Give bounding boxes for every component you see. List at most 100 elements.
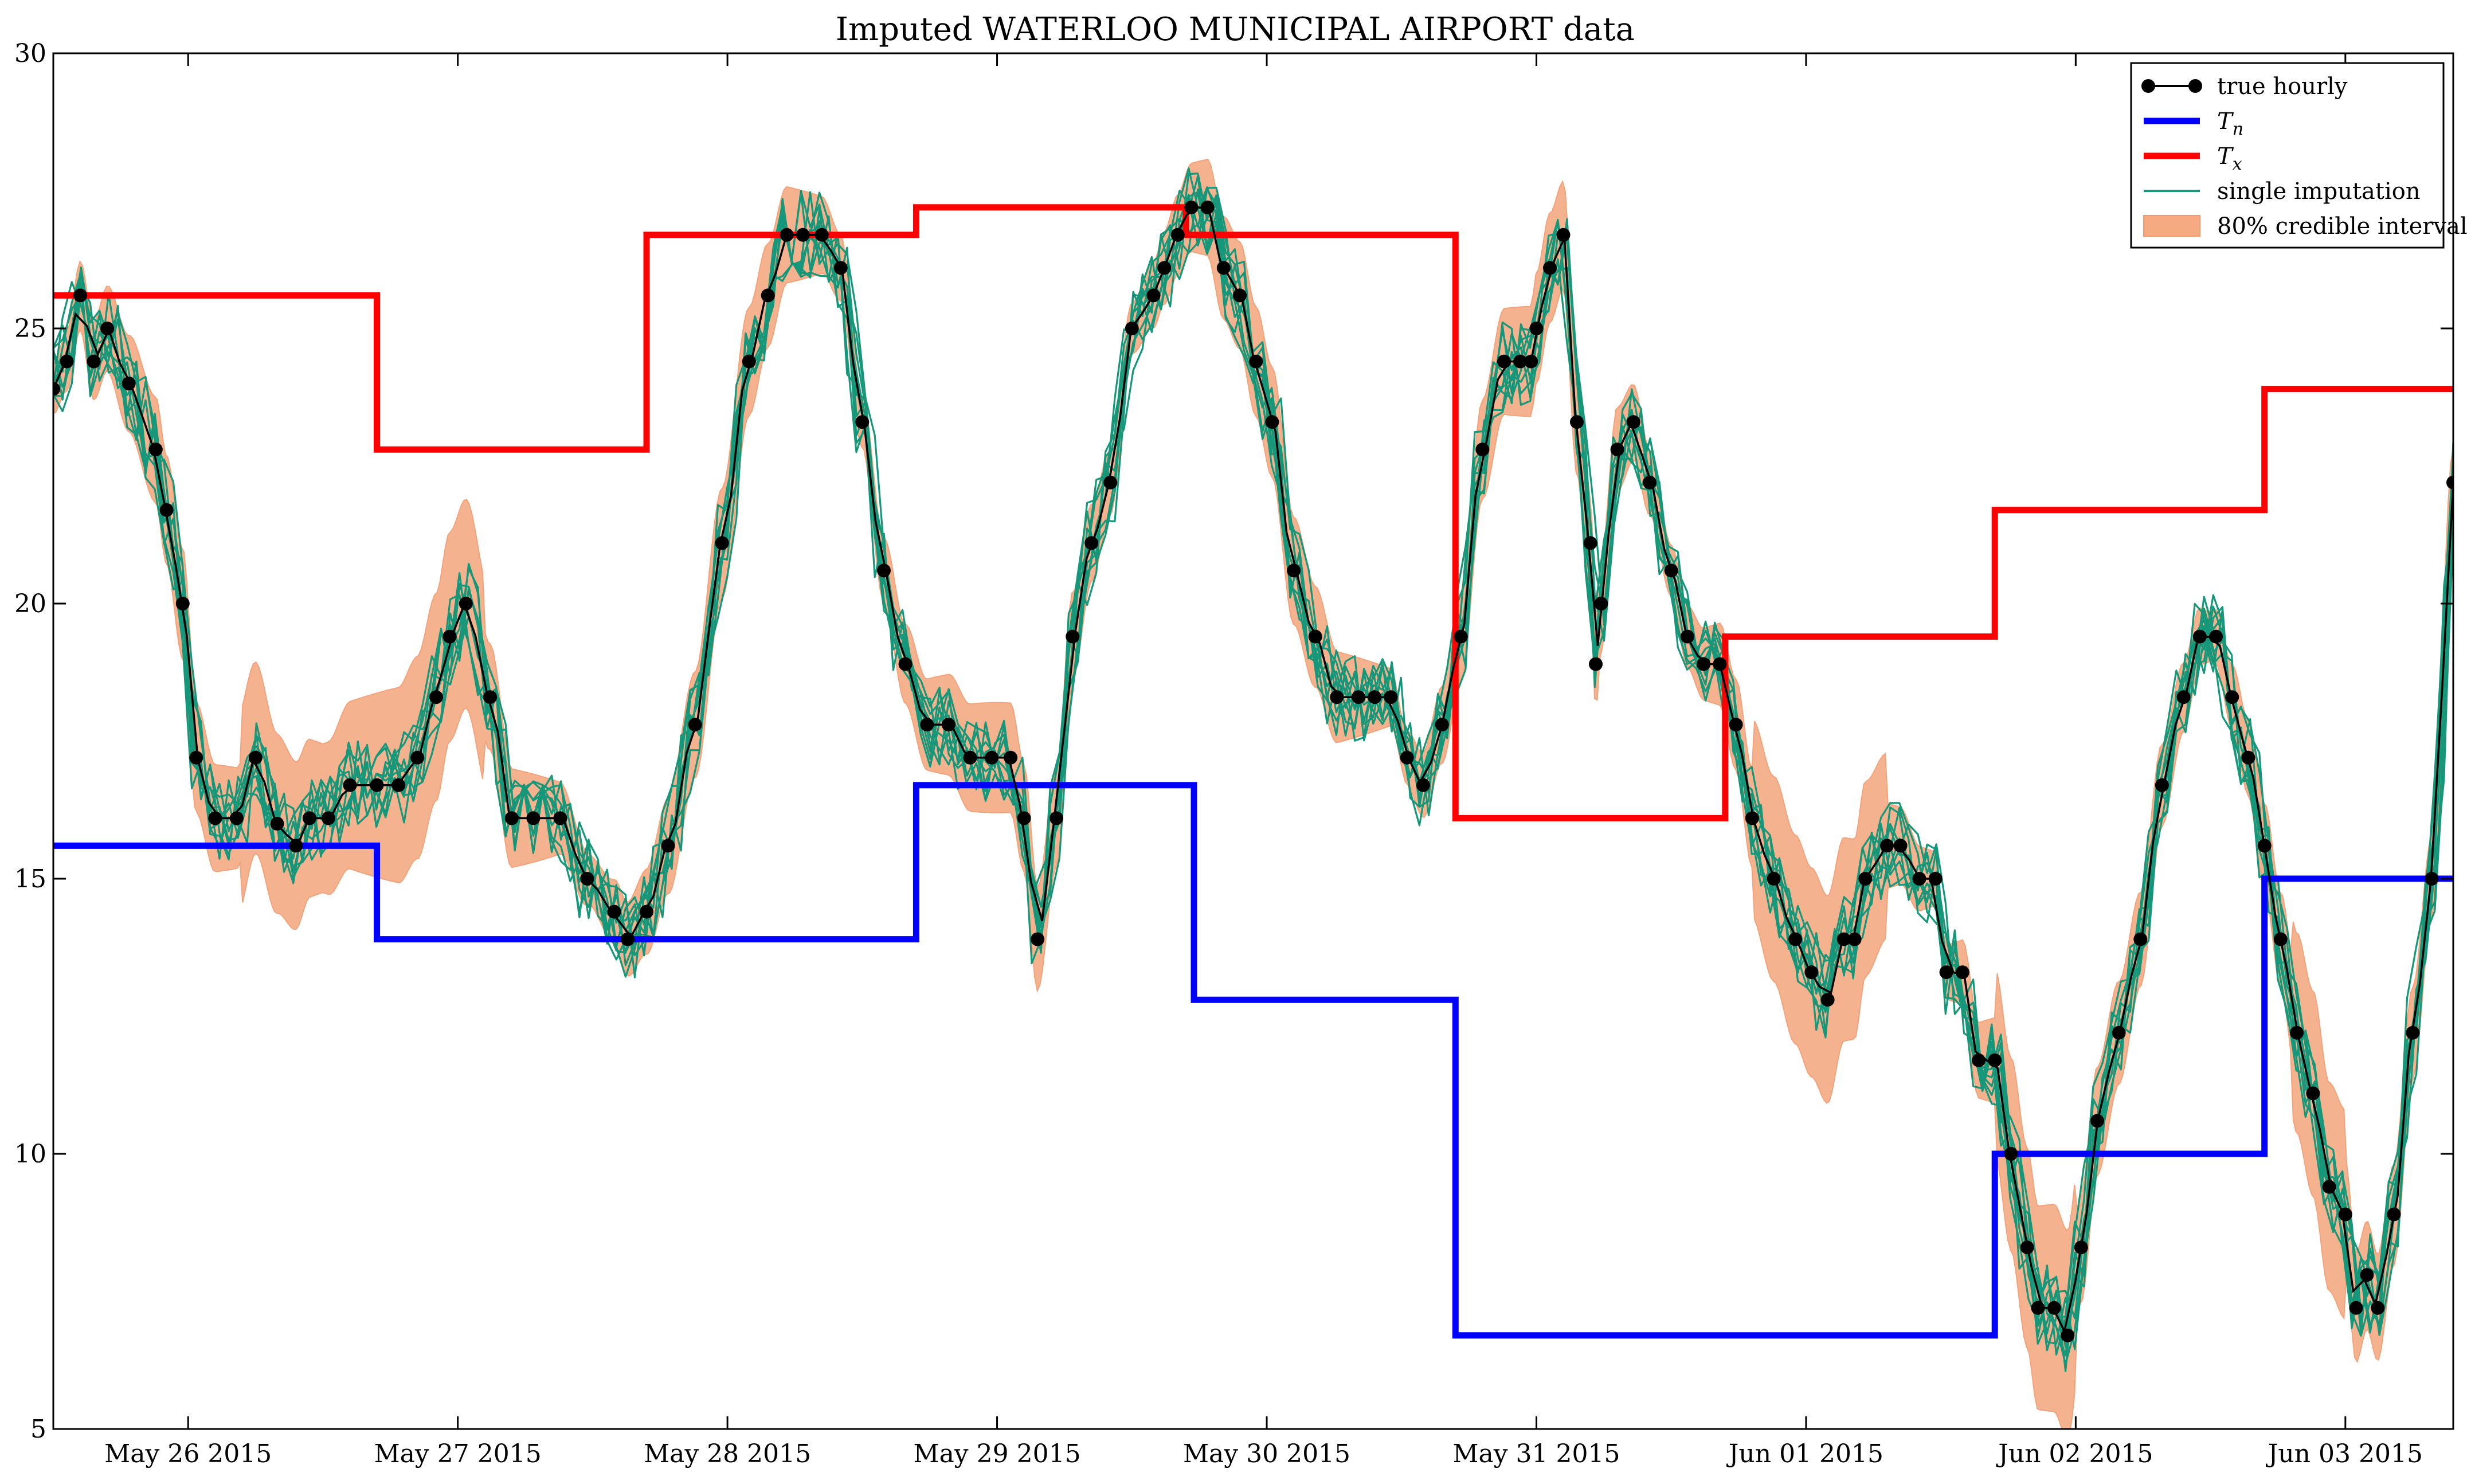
- y-tick-label: 30: [14, 39, 46, 68]
- true-hourly-point: [2090, 1114, 2104, 1128]
- true-hourly-point: [1680, 629, 1694, 644]
- true-hourly-point: [321, 811, 335, 825]
- true-hourly-point: [1912, 872, 1926, 886]
- true-hourly-point: [898, 657, 913, 671]
- true-hourly-point: [1249, 354, 1263, 369]
- axes: 5 10 15 20 25 30 May 26 2015 May 27 2015 May 28 …: [14, 39, 2453, 1469]
- true-hourly-point: [2047, 1301, 2061, 1315]
- true-hourly-point: [2074, 1240, 2088, 1255]
- true-hourly-point: [1893, 839, 1908, 853]
- true-hourly-point: [1988, 1053, 2002, 1067]
- true-hourly-point: [640, 905, 653, 919]
- true-hourly-point: [1200, 200, 1215, 214]
- true-hourly-point: [1729, 718, 1743, 732]
- true-hourly-point: [1713, 657, 1727, 671]
- true-hourly-point: [833, 261, 848, 275]
- true-hourly-point: [1836, 932, 1851, 946]
- true-hourly-point: [1880, 839, 1894, 853]
- true-hourly-point: [1184, 200, 1199, 214]
- true-hourly-point: [410, 750, 425, 765]
- legend-marker: [2141, 79, 2155, 93]
- true-hourly-point: [1788, 932, 1803, 946]
- true-hourly-point: [2225, 690, 2239, 704]
- true-hourly-point: [370, 778, 384, 792]
- true-hourly-point: [1583, 536, 1597, 550]
- true-hourly-point: [1529, 322, 1544, 335]
- legend-marker: [2188, 79, 2202, 93]
- true-hourly-point: [553, 811, 567, 825]
- x-tick-label: Jun 03 2015: [2266, 1439, 2423, 1469]
- true-hourly-point: [2257, 839, 2272, 853]
- true-hourly-point: [87, 354, 101, 369]
- true-hourly-point: [504, 811, 519, 825]
- true-hourly-point: [877, 563, 891, 578]
- true-hourly-point: [343, 778, 357, 792]
- true-hourly-point: [1146, 288, 1161, 303]
- true-hourly-point: [742, 354, 756, 369]
- true-hourly-point: [148, 443, 163, 457]
- true-hourly-point: [459, 597, 473, 610]
- true-hourly-point: [208, 811, 222, 825]
- true-hourly-point: [1125, 322, 1139, 335]
- true-hourly-point: [1017, 811, 1031, 825]
- true-hourly-point: [2290, 1025, 2304, 1040]
- true-hourly-point: [248, 750, 263, 765]
- true-hourly-point: [607, 905, 621, 919]
- x-tick-label: May 30 2015: [1183, 1439, 1350, 1469]
- true-hourly-point: [2031, 1301, 2045, 1315]
- true-hourly-point: [429, 690, 443, 704]
- true-hourly-point: [442, 629, 457, 644]
- true-hourly-point: [2425, 872, 2439, 886]
- y-tick-label: 25: [14, 314, 46, 343]
- true-hourly-point: [100, 322, 115, 335]
- true-hourly-point: [1435, 718, 1449, 732]
- true-hourly-point: [661, 839, 675, 853]
- true-hourly-point: [1939, 965, 1953, 980]
- true-hourly-point: [73, 288, 87, 303]
- true-hourly-point: [1697, 657, 1711, 671]
- true-hourly-point: [270, 817, 284, 831]
- true-hourly-point: [1368, 690, 1382, 704]
- true-hourly-point: [60, 354, 74, 369]
- true-hourly-point: [780, 228, 794, 242]
- true-hourly-point: [1265, 415, 1279, 429]
- chart-title: Imputed WATERLOO MUNICIPAL AIRPORT data: [836, 11, 1635, 48]
- true-hourly-point: [289, 839, 303, 853]
- legend-label-tx: Tx: [2217, 143, 2242, 174]
- legend-swatch-band: [2143, 215, 2200, 237]
- true-hourly-point: [1767, 872, 1781, 886]
- legend: true hourly Tn Tx single imputation 80% cred…: [2130, 62, 2468, 249]
- true-hourly-point: [2004, 1147, 2018, 1161]
- true-hourly-point: [2446, 475, 2453, 490]
- single-imputation-trace: [53, 175, 2453, 1352]
- true-hourly-point: [1050, 811, 1064, 825]
- true-hourly-point: [189, 750, 203, 765]
- true-hourly-point: [53, 382, 60, 396]
- true-hourly-point: [1330, 690, 1344, 704]
- true-hourly-point: [2406, 1025, 2420, 1040]
- true-hourly-point: [229, 811, 244, 825]
- true-hourly-point: [1216, 261, 1231, 275]
- true-hourly-point: [391, 778, 406, 792]
- true-hourly-point: [1103, 475, 1118, 490]
- true-hourly-point: [855, 415, 870, 429]
- true-hourly-point: [1031, 932, 1045, 946]
- true-hourly-point: [302, 811, 316, 825]
- true-hourly-point: [2192, 629, 2207, 644]
- true-hourly-point: [1308, 629, 1322, 644]
- true-hourly-point: [526, 811, 541, 825]
- x-tick-label: May 26 2015: [104, 1439, 272, 1469]
- true-hourly-point: [2241, 750, 2255, 765]
- true-hourly-point: [580, 872, 594, 886]
- tx-line: [53, 204, 2453, 821]
- true-hourly-point: [1745, 811, 1759, 825]
- true-hourly-point: [1454, 629, 1468, 644]
- true-hourly-point: [1157, 261, 1172, 275]
- true-hourly-point: [1610, 443, 1624, 457]
- true-hourly-point: [2112, 1025, 2126, 1040]
- x-tick-label: May 27 2015: [374, 1439, 542, 1469]
- true-hourly-point: [1626, 415, 1640, 429]
- legend-label-imputation: single imputation: [2217, 178, 2421, 205]
- y-tick-label: 20: [14, 589, 46, 618]
